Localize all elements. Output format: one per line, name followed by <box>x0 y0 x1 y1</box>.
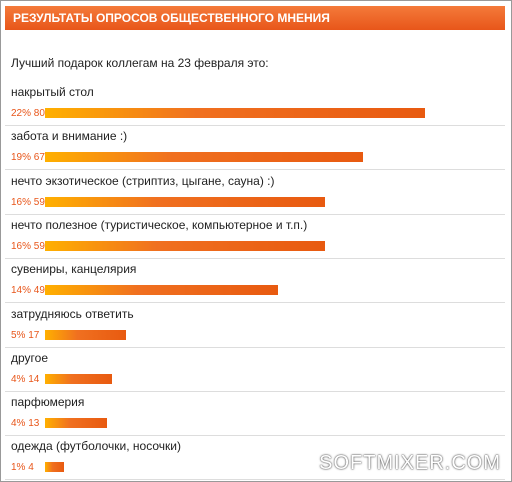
option-stat: 16% 59 <box>11 241 45 252</box>
poll-option: затрудняюсь ответить 5% 17 <box>5 303 505 348</box>
option-label: нечто экзотическое (стриптиз, цыгане, са… <box>11 173 275 188</box>
poll-option: забота и внимание :) 19% 67 <box>5 125 505 171</box>
option-percent: 5% <box>11 329 26 341</box>
poll-question: Лучший подарок коллегам на 23 февраля эт… <box>11 56 269 70</box>
option-label: накрытый стол <box>11 85 94 99</box>
vote-bar <box>45 240 326 251</box>
option-votes: 4 <box>28 462 34 474</box>
option-stat: 14% 49 <box>11 285 45 296</box>
option-votes: 59 <box>33 240 45 252</box>
option-votes: 17 <box>28 329 40 341</box>
option-percent: 19% <box>11 152 32 164</box>
option-votes: 13 <box>28 418 40 430</box>
option-percent: 16% <box>11 196 32 208</box>
option-percent: 14% <box>11 285 32 297</box>
poll-option: накрытый стол 22% 80 <box>5 81 505 126</box>
option-label: другое <box>11 350 49 365</box>
vote-bar <box>45 373 112 384</box>
option-votes: 49 <box>33 285 45 297</box>
poll-option: нечто экзотическое (стриптиз, цыгане, са… <box>5 170 505 215</box>
option-label: нечто полезное (туристическое, компьютер… <box>11 217 308 232</box>
poll-option: другое 4% 14 <box>5 347 505 392</box>
option-percent: 16% <box>11 240 32 252</box>
option-stat: 4% 14 <box>11 374 39 385</box>
vote-bar <box>45 418 107 429</box>
vote-bar <box>45 108 425 118</box>
option-percent: 4% <box>11 418 26 430</box>
option-label: парфюмерия <box>11 395 85 410</box>
poll-option: сувениры, канцелярия 14% 49 <box>5 258 505 304</box>
option-votes: 67 <box>33 152 45 164</box>
option-label: одежда (футболочки, носочки) <box>11 439 181 454</box>
option-label: затрудняюсь ответить <box>11 306 134 321</box>
vote-bar <box>45 196 326 207</box>
option-percent: 4% <box>11 373 26 385</box>
option-label: забота и внимание :) <box>11 129 128 144</box>
option-stat: 4% 13 <box>11 418 39 429</box>
option-stat: 19% 67 <box>11 152 45 163</box>
option-stat: 5% 17 <box>11 330 39 341</box>
poll-header: РЕЗУЛЬТАТЫ ОПРОСОВ ОБЩЕСТВЕННОГО МНЕНИЯ <box>5 6 505 30</box>
option-votes: 80 <box>33 108 45 119</box>
option-percent: 1% <box>11 462 26 474</box>
option-votes: 59 <box>33 196 45 208</box>
vote-bar <box>45 462 64 473</box>
poll-option: одежда (футболочки, носочки) 1% 4 <box>5 435 505 481</box>
vote-bar <box>45 329 126 340</box>
poll-option: парфюмерия 4% 13 <box>5 391 505 437</box>
option-stat: 16% 59 <box>11 197 45 208</box>
vote-bar <box>45 152 364 163</box>
option-percent: 22% <box>11 108 32 119</box>
option-label: сувениры, канцелярия <box>11 262 137 277</box>
option-votes: 14 <box>28 373 40 385</box>
poll-option: нечто полезное (туристическое, компьютер… <box>5 214 505 259</box>
option-stat: 1% 4 <box>11 462 34 473</box>
vote-bar <box>45 285 278 296</box>
watermark: SOFTMIXER.COM <box>319 452 501 474</box>
option-stat: 22% 80 <box>11 108 45 119</box>
